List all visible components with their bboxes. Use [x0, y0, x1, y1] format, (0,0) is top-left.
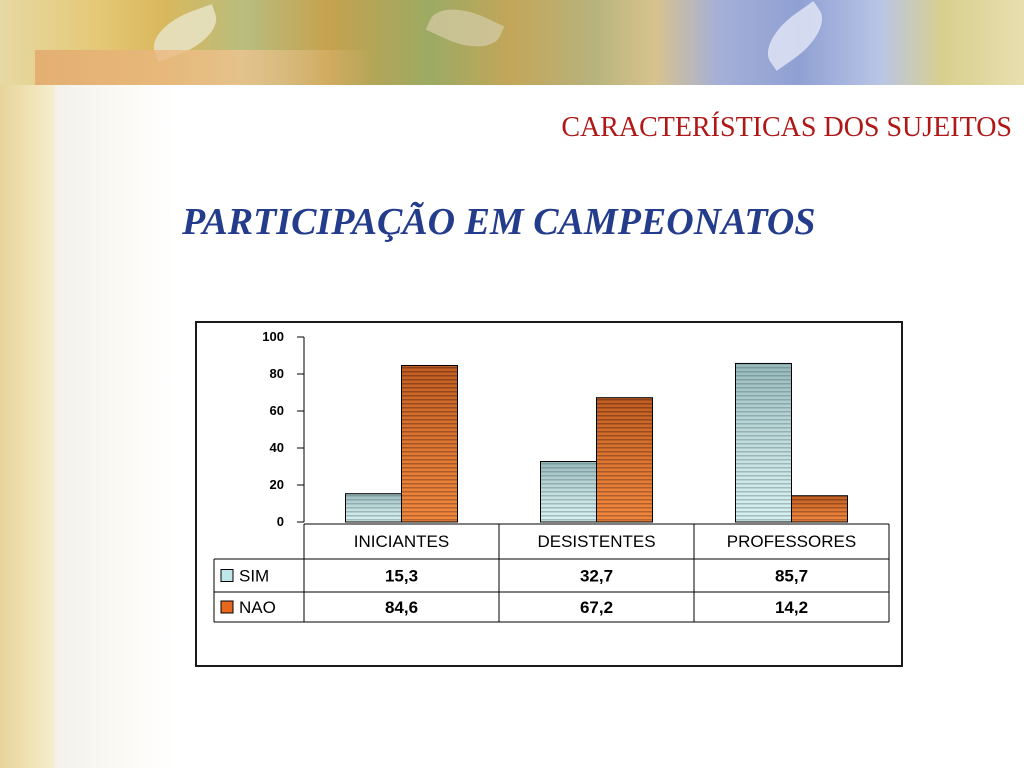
- category-label: DESISTENTES: [537, 532, 655, 551]
- y-tick-label: 40: [270, 440, 284, 455]
- data-label: 15,3: [385, 567, 418, 586]
- bar-sim-professores: [735, 362, 792, 523]
- slide-subtitle: PARTICIPAÇÃO EM CAMPEONATOS: [182, 201, 816, 243]
- bar-nao-desistentes: [596, 397, 653, 523]
- legend-label-sim: SIM: [239, 567, 269, 586]
- background-left-fade: [55, 85, 175, 768]
- category-label: PROFESSORES: [727, 532, 856, 551]
- y-tick-label: 60: [270, 403, 284, 418]
- bar-shade: [345, 493, 402, 523]
- data-label: 67,2: [580, 598, 613, 617]
- y-tick-label: 0: [277, 514, 284, 529]
- legend-swatch-sim: [220, 569, 234, 582]
- y-tick-label: 20: [270, 477, 284, 492]
- data-label: 84,6: [385, 598, 418, 617]
- y-tick-label: 100: [262, 329, 284, 344]
- bar-shade: [791, 495, 848, 523]
- legend-label-nao: NAO: [239, 598, 276, 617]
- background-left-strip: [0, 0, 55, 768]
- decorative-leaf: [756, 1, 834, 71]
- legend-swatch-nao: [220, 600, 234, 614]
- data-label: 14,2: [775, 598, 808, 617]
- bar-nao-iniciantes: [401, 364, 458, 523]
- y-tick-label: 80: [270, 366, 284, 381]
- data-label: 85,7: [775, 567, 808, 586]
- chart-frame: 0 20 40 60 80 100 INICIANTES DESISTENTES PROFES…: [195, 321, 903, 667]
- decorative-leaf: [145, 4, 225, 62]
- bar-shade: [540, 461, 597, 523]
- background-top-band: [0, 0, 1024, 85]
- bar-shade: [735, 362, 792, 523]
- bar-nao-professores: [791, 495, 848, 523]
- bar-chart: 0 20 40 60 80 100 INICIANTES DESISTENTES PROFES…: [213, 329, 890, 623]
- bar-shade: [401, 364, 458, 523]
- category-label: INICIANTES: [354, 532, 449, 551]
- bar-shade: [596, 397, 653, 523]
- bar-sim-iniciantes: [345, 493, 402, 523]
- bar-sim-desistentes: [540, 461, 597, 523]
- data-label: 32,7: [580, 567, 613, 586]
- decorative-leaf: [425, 0, 505, 60]
- slide-title: CARACTERÍSTICAS DOS SUJEITOS: [561, 112, 1012, 143]
